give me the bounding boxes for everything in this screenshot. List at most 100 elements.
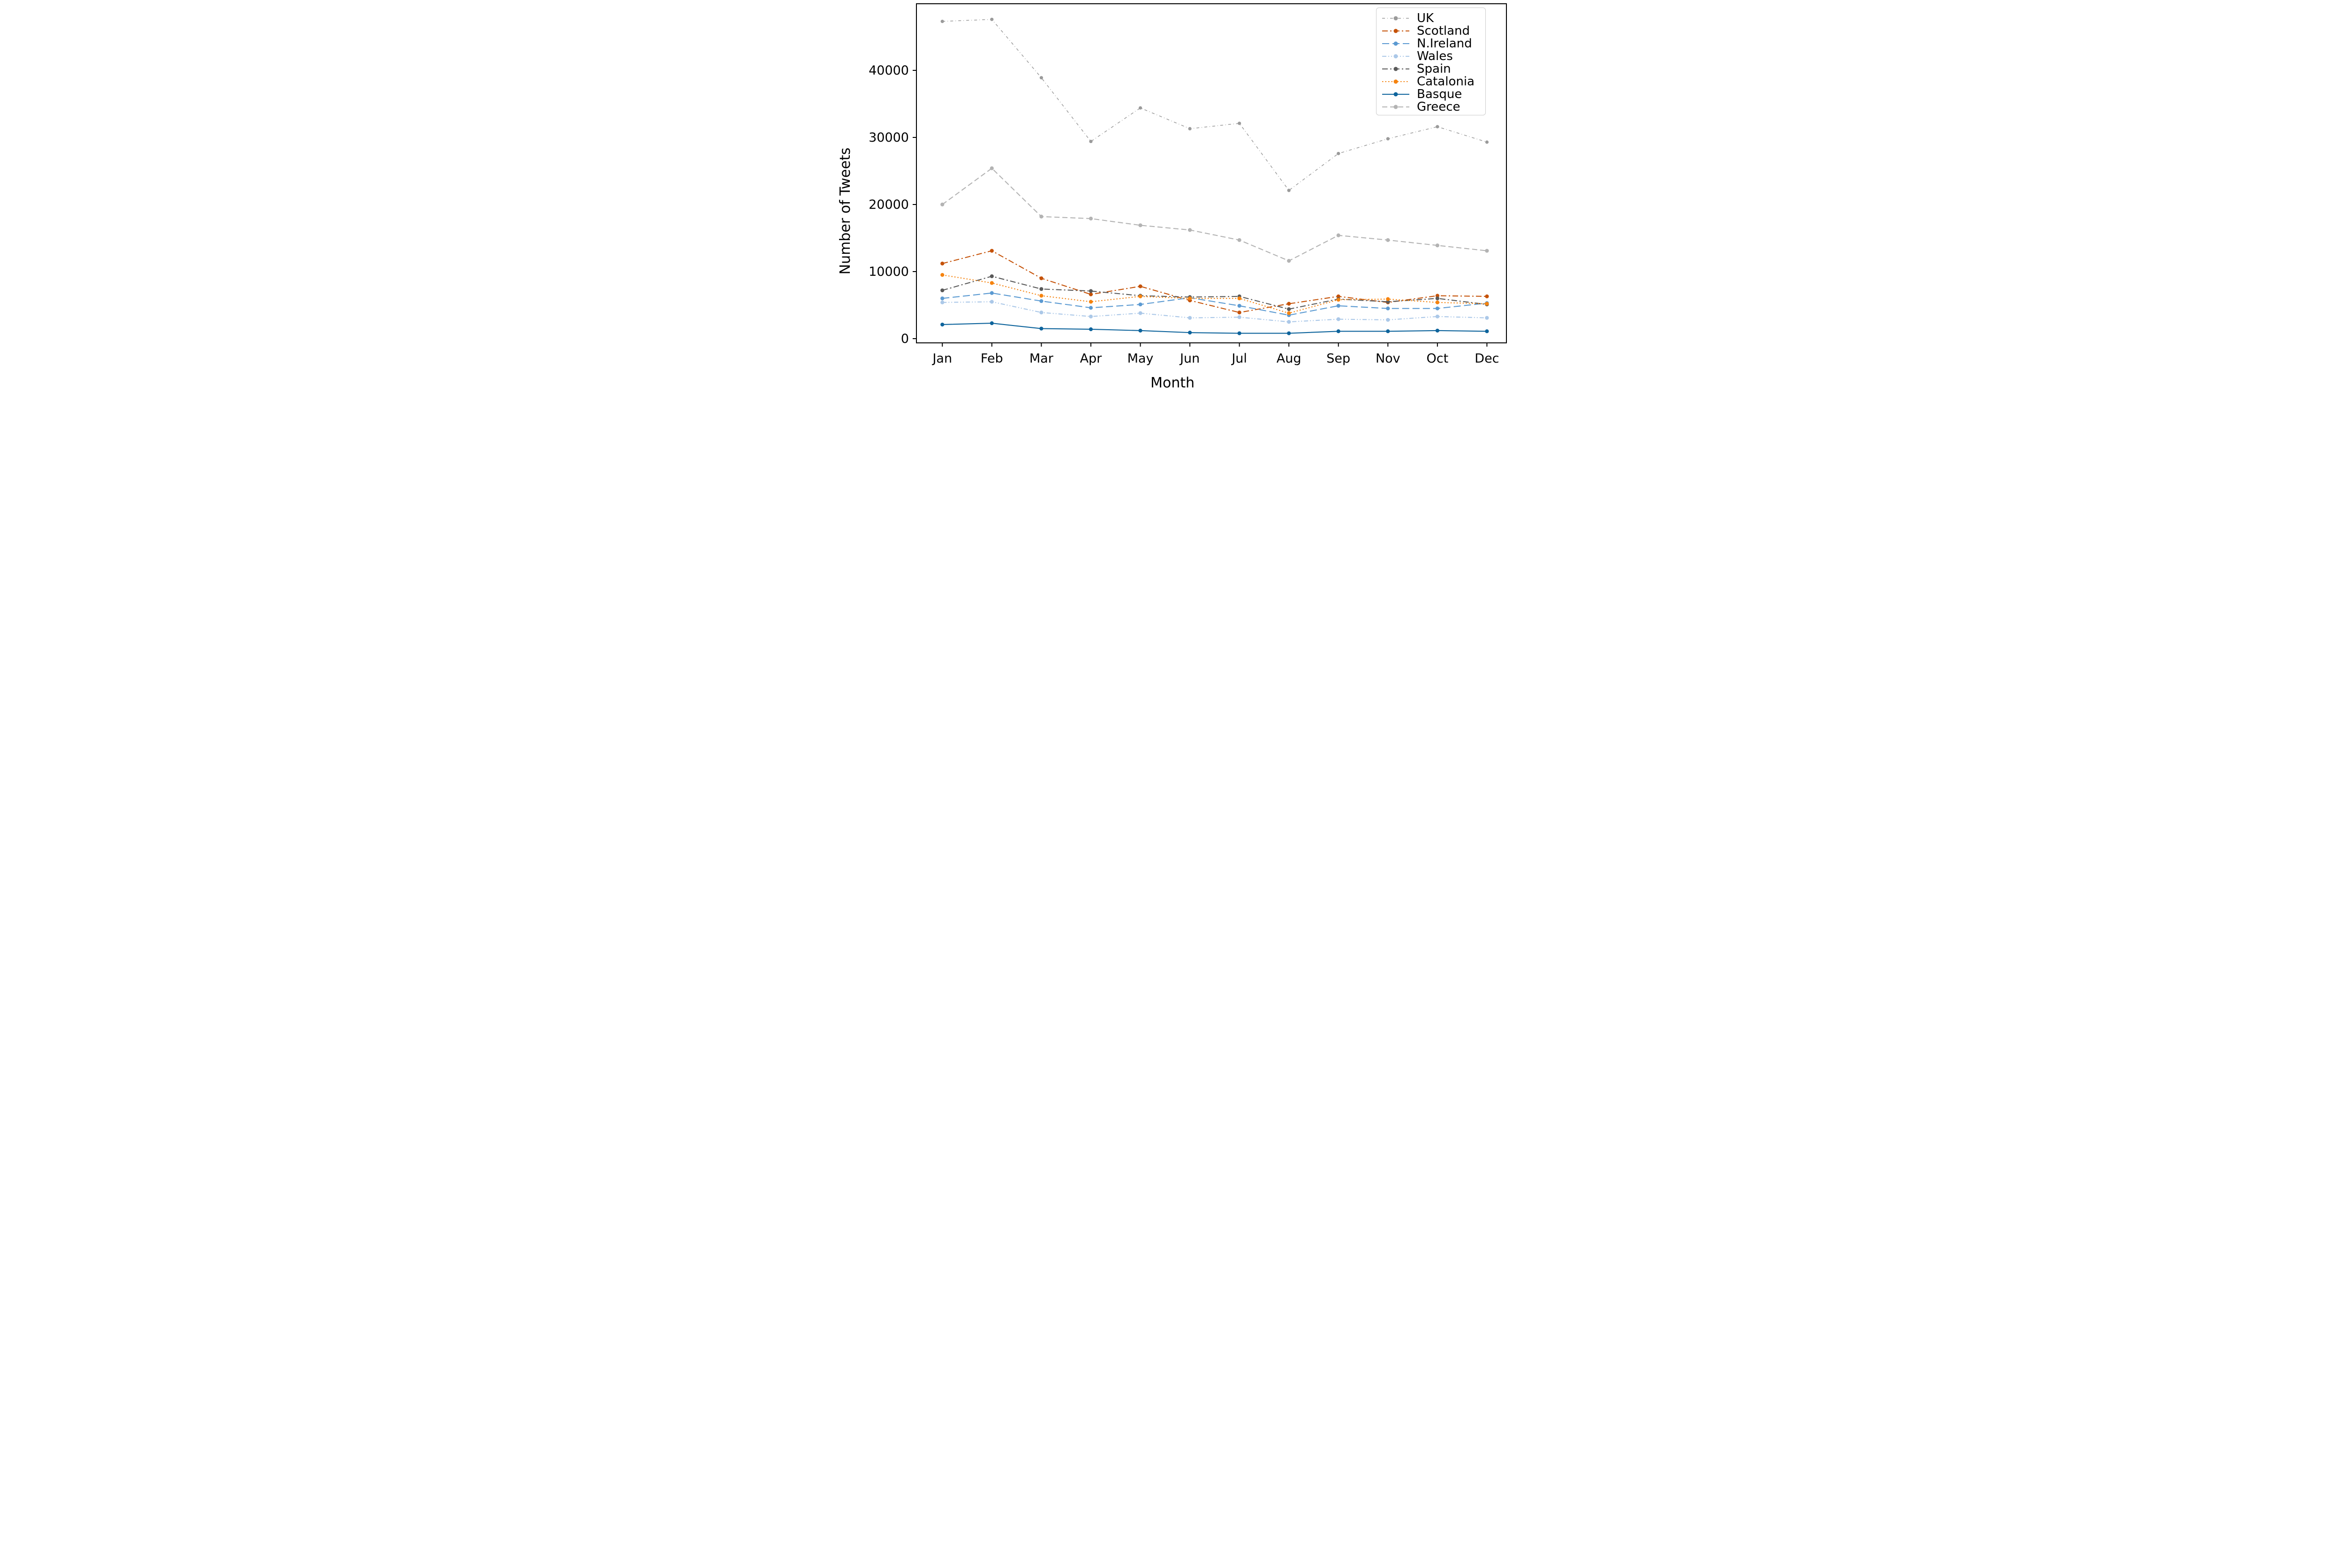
legend-marker-icon [1393, 29, 1398, 33]
legend-line-sample [1382, 79, 1409, 83]
legend-label: UK [1417, 11, 1434, 25]
legend-label: Spain [1417, 61, 1451, 76]
data-point-basque [1188, 331, 1192, 335]
legend-item-scotland: Scotland [1381, 23, 1479, 38]
data-point-greece [1138, 223, 1142, 227]
legend-label: Scotland [1417, 23, 1470, 38]
data-point-uk [1188, 127, 1192, 131]
data-point-wales [1336, 317, 1340, 321]
data-point-n-ireland [1237, 303, 1241, 308]
data-point-spain [940, 288, 945, 293]
data-point-greece [1386, 238, 1390, 242]
data-point-uk [1485, 140, 1489, 144]
data-point-catalonia [1188, 296, 1192, 301]
data-point-greece [940, 202, 945, 207]
data-point-scotland [1237, 311, 1241, 315]
legend-line-sample [1382, 67, 1409, 71]
data-point-uk [1386, 137, 1390, 141]
legend-item-basque: Basque [1381, 87, 1479, 101]
series-line-greece [942, 167, 1487, 262]
data-point-greece [1237, 238, 1241, 242]
data-point-n-ireland [990, 291, 994, 295]
chart-canvas: 0 10000 20000 30000 40000 Jan Feb Mar Apr May Jun J… [837, 3, 1507, 391]
data-point-basque [1138, 328, 1142, 333]
x-tick-label: Jan [931, 351, 952, 366]
series-line-scotland [942, 250, 1487, 313]
data-point-scotland [1089, 292, 1093, 296]
x-tick-label: Mar [1029, 351, 1054, 366]
legend-marker-icon [1393, 105, 1398, 109]
data-point-greece [1435, 243, 1439, 248]
data-point-n-ireland [940, 296, 945, 301]
x-tick-label: Feb [981, 351, 1003, 366]
data-point-n-ireland [1138, 302, 1142, 307]
data-point-wales [1386, 318, 1390, 322]
series-line-uk [942, 19, 1487, 191]
data-point-catalonia [1039, 294, 1044, 298]
data-point-scotland [1138, 284, 1142, 288]
x-tick-label: Nov [1376, 351, 1400, 366]
figure: 0 10000 20000 30000 40000 Jan Feb Mar Apr May Jun J… [836, 0, 1509, 392]
legend-item-uk: UK [1381, 11, 1479, 25]
data-point-wales [1435, 314, 1439, 318]
y-tick-label: 0 [901, 332, 909, 346]
legend-line-sample [1382, 92, 1409, 96]
data-point-wales [1138, 311, 1142, 315]
data-point-spain [990, 274, 994, 279]
y-tick-label: 30000 [869, 130, 909, 145]
data-point-spain [1287, 307, 1291, 311]
data-point-catalonia [990, 281, 994, 285]
data-point-scotland [1039, 276, 1044, 280]
series-line-spain [942, 275, 1487, 310]
data-point-wales [1188, 316, 1192, 320]
data-point-n-ireland [1089, 306, 1093, 310]
data-point-scotland [1435, 294, 1439, 298]
data-point-catalonia [1386, 297, 1390, 301]
data-point-greece [1336, 233, 1340, 237]
data-point-greece [1188, 228, 1192, 232]
data-point-n-ireland [1336, 303, 1340, 308]
x-tick-label: Aug [1277, 351, 1301, 366]
series-line-catalonia [942, 274, 1487, 314]
legend-item-catalonia: Catalonia [1381, 74, 1479, 89]
x-axis-title: Month [1150, 375, 1195, 391]
plot-area: 0 10000 20000 30000 40000 Jan Feb Mar Apr May Jun J… [869, 3, 1507, 366]
data-point-uk [1089, 139, 1093, 144]
legend-item-spain: Spain [1381, 61, 1479, 76]
data-point-basque [1336, 329, 1340, 333]
data-point-catalonia [940, 273, 945, 277]
data-point-catalonia [1089, 300, 1093, 304]
data-point-greece [1485, 249, 1489, 253]
x-tick-label: Dec [1475, 351, 1499, 366]
legend-line-sample [1382, 41, 1409, 45]
data-point-n-ireland [1386, 306, 1390, 311]
x-tick-label: Oct [1427, 351, 1449, 366]
data-point-n-ireland [1435, 306, 1439, 311]
legend-line-sample [1382, 54, 1409, 58]
data-point-basque [1485, 329, 1489, 333]
series-line-wales [942, 301, 1487, 323]
data-point-greece [1039, 214, 1044, 219]
data-point-uk [940, 20, 944, 23]
data-point-greece [990, 166, 994, 170]
legend-marker-icon [1393, 67, 1398, 71]
x-tick-label: Apr [1080, 351, 1103, 366]
legend-item-wales: Wales [1381, 49, 1479, 63]
data-point-catalonia [1287, 311, 1291, 315]
data-point-scotland [1485, 294, 1489, 299]
data-point-uk [990, 17, 994, 21]
data-point-scotland [990, 249, 994, 253]
data-point-uk [1287, 189, 1291, 192]
data-point-uk [1039, 76, 1043, 80]
y-tick-label: 20000 [869, 197, 909, 212]
data-point-catalonia [1435, 300, 1439, 304]
data-point-uk [1337, 151, 1340, 155]
data-point-basque [1386, 329, 1390, 333]
legend-marker-icon [1393, 79, 1398, 83]
data-point-wales [1485, 316, 1489, 320]
data-point-greece [1287, 259, 1291, 263]
legend-label: Catalonia [1417, 74, 1475, 89]
data-point-spain [1435, 296, 1439, 301]
data-point-basque [990, 321, 994, 326]
legend-label: Greece [1417, 99, 1460, 114]
